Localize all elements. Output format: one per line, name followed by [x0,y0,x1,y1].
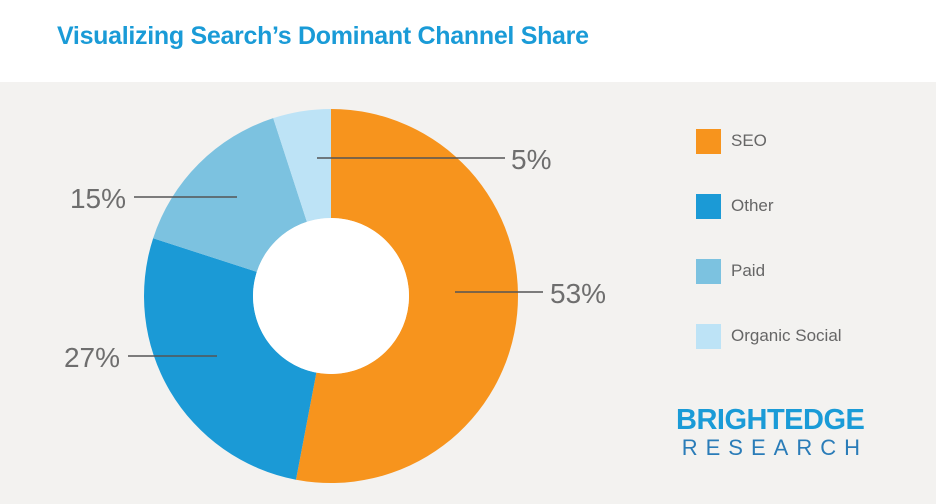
slice-paid [153,118,307,272]
legend-item-paid: Paid [696,255,842,287]
legend-item-seo: SEO [696,125,842,157]
legend: SEO Other Paid Organic Social [696,125,842,385]
data-label: 5% [511,144,551,175]
data-label: 15% [70,183,126,214]
leader-lines [128,157,543,357]
data-label: 53% [550,278,606,309]
legend-label: Paid [731,261,766,280]
data-labels: 53% 27% 15% 5% [64,144,606,373]
chart-title: Visualizing Search’s Dominant Channel Sh… [57,22,589,50]
legend-swatch [696,193,721,219]
legend-item-organic-social: Organic Social [696,320,842,352]
data-label: 27% [64,342,120,373]
legend-swatch [696,323,721,349]
slices-group [143,109,518,483]
slice-organic-social [273,109,331,222]
legend-label: Other [731,196,774,215]
legend-label: SEO [731,131,767,150]
legend-swatch [696,258,721,284]
slice-other [143,238,317,480]
slice-seo [295,109,518,483]
legend-swatch [696,128,721,154]
brand-line-1: BRIGHTEDGE [676,404,865,436]
brightedge-logo: BRIGHTEDGE RESEARCH [676,404,865,461]
legend-item-other: Other [696,190,842,222]
legend-label: Organic Social [731,326,842,345]
donut-hole [253,218,409,374]
brand-line-2: RESEARCH [681,435,868,460]
